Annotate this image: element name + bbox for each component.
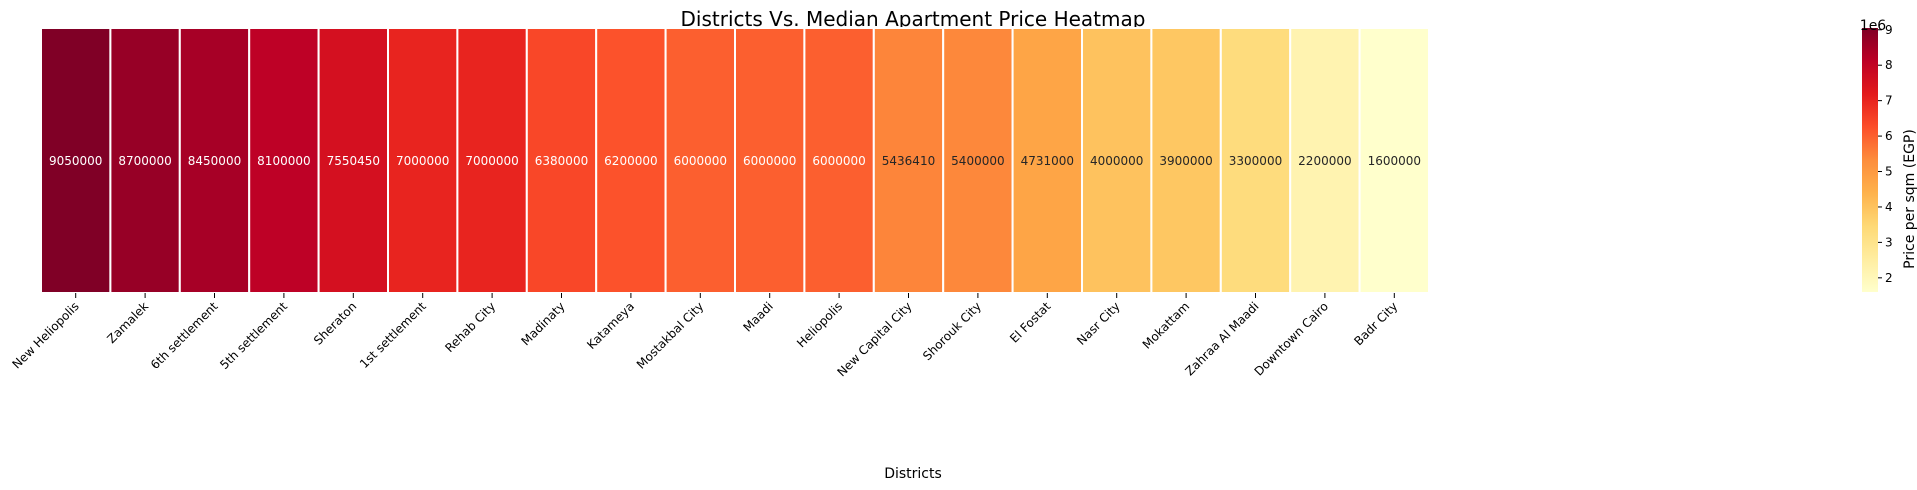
colorbar-tick-label: 4	[1885, 200, 1893, 214]
x-tick-label: Mostakbal City	[634, 299, 707, 372]
heatmap-cell	[178, 27, 251, 294]
heatmap-cell	[1150, 27, 1222, 294]
cell-value-label: 5436410	[882, 154, 935, 168]
colorbar-tick-label: 9	[1885, 23, 1893, 37]
cell-value-label: 3300000	[1229, 154, 1282, 168]
x-tick-label: Mokattam	[1140, 299, 1193, 352]
heatmap-cell	[109, 27, 181, 294]
x-tick-label: Maadi	[740, 299, 775, 334]
heatmap-cell	[942, 27, 1014, 294]
cell-value-label: 4000000	[1090, 154, 1143, 168]
heatmap-cell	[872, 27, 945, 294]
cell-value-label: 3900000	[1159, 154, 1212, 168]
x-tick-label: Katameya	[584, 299, 637, 352]
colorbar-tick-label: 8	[1885, 58, 1893, 72]
cell-value-label: 7550450	[327, 154, 380, 168]
cell-value-label: 2200000	[1298, 154, 1351, 168]
cell-value-label: 6000000	[743, 154, 796, 168]
cell-value-label: 6000000	[812, 154, 865, 168]
heatmap-cell	[40, 27, 112, 294]
x-tick-label: 6th settlement	[148, 299, 221, 372]
cell-value-label: 6200000	[604, 154, 657, 168]
x-tick-label: 1st settlement	[357, 299, 429, 371]
cell-value-label: 9050000	[49, 154, 102, 168]
heatmap-cell	[595, 27, 667, 294]
x-tick-label: Downtown Cairo	[1252, 299, 1331, 378]
colorbar-label: Price per sqm (EGP)	[1902, 129, 1917, 269]
heatmap-cells: 9050000 8700000 8450000 8100000 7550450 70000…	[40, 27, 1430, 294]
cell-value-label: 5400000	[951, 154, 1004, 168]
colorbar-tick-label: 7	[1885, 94, 1893, 108]
cell-value-label: 6000000	[674, 154, 727, 168]
x-tick-label: Zahraa Al Maadi	[1182, 299, 1261, 378]
x-axis-label: Districts	[884, 466, 942, 482]
cell-value-label: 8450000	[188, 154, 241, 168]
heatmap-cell	[1289, 27, 1361, 294]
heatmap-cell	[525, 27, 598, 294]
heatmap-cell	[1219, 27, 1292, 294]
heatmap-cell	[664, 27, 736, 294]
x-tick-label: El Fostat	[1007, 299, 1054, 346]
colorbar-tick-label: 2	[1885, 271, 1893, 285]
cell-value-label: 7000000	[465, 154, 518, 168]
x-tick-label: 5th settlement	[217, 299, 290, 372]
heatmap-cell	[803, 27, 875, 294]
x-tick-label: Sheraton	[311, 299, 359, 347]
x-tick-label: Shorouk City	[920, 299, 984, 363]
x-tick-label: Heliopolis	[794, 299, 845, 350]
heatmap-cell	[1358, 27, 1430, 294]
colorbar-offset-text: 1e6	[1860, 18, 1887, 34]
heatmap-cell	[1081, 27, 1153, 294]
colorbar-tick-label: 3	[1885, 235, 1893, 249]
colorbar: 2 3 4 5 6 7 8 9	[1862, 23, 1893, 292]
cell-value-label: 6380000	[535, 154, 588, 168]
x-tick-label: New Capital City	[834, 299, 914, 379]
x-tick-label: Rehab City	[442, 299, 498, 355]
colorbar-tick-label: 5	[1885, 165, 1893, 179]
colorbar-tick-label: 6	[1885, 129, 1893, 143]
x-tick-label: Badr City	[1351, 299, 1400, 348]
cell-value-label: 8100000	[257, 154, 310, 168]
colorbar-bar	[1862, 28, 1878, 292]
cell-value-label: 8700000	[118, 154, 171, 168]
x-tick-label: Nasr City	[1074, 299, 1123, 348]
x-tick-label: Zamalek	[104, 299, 151, 346]
x-tick-label: New Heliopolis	[9, 299, 81, 371]
cell-value-label: 7000000	[396, 154, 449, 168]
cell-value-label: 1600000	[1368, 154, 1421, 168]
heatmap-cell	[1011, 27, 1083, 294]
cell-value-label: 4731000	[1021, 154, 1074, 168]
x-tick-label: Madinaty	[519, 299, 568, 348]
